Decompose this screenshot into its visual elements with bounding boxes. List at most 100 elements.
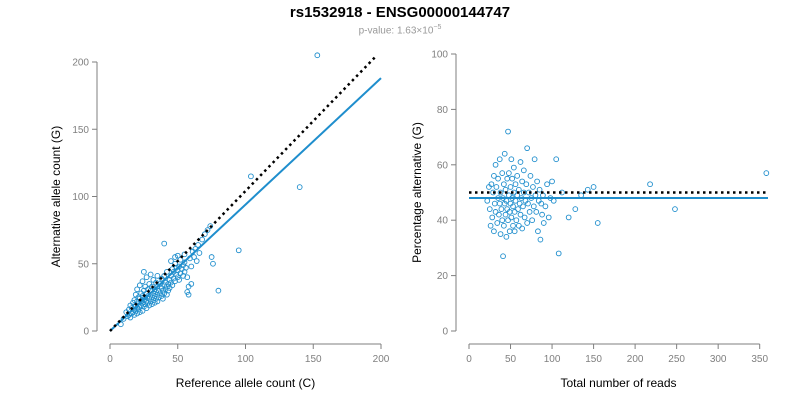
left-data-point [161,240,168,247]
right-data-point [507,184,514,190]
right-data-point [499,170,506,176]
right-data-point [519,225,526,232]
right-data-point [521,214,528,221]
right-data-point [491,200,498,207]
right-data-point [497,231,504,237]
left-data-point [147,271,154,278]
pvalue-subtitle: p-value: 1.63×10−5 [0,24,800,36]
left-data-point [188,281,195,287]
right-data-point [672,206,678,212]
right-data-point [506,228,513,235]
left-y-tick-label: 0 [83,327,89,338]
right-data-point [538,200,545,207]
right-y-tick-label: 40 [437,216,449,227]
right-data-point [763,170,770,176]
right-data-point [590,184,597,190]
left-data-point [136,282,143,289]
right-data-point [484,197,491,204]
right-data-point [511,228,518,235]
page-title: rs1532918 - ENSG00000144747 [289,4,511,21]
right-y-tick-label: 20 [437,271,449,282]
left-data-point [143,274,150,281]
right-data-point [515,206,521,212]
right-data-point [497,189,504,196]
right-data-point [501,150,508,157]
right-data-point [531,156,538,163]
right-data-point [489,214,496,221]
right-y-tick-label: 80 [437,105,449,116]
left-data-point [141,268,147,275]
right-data-point [555,250,562,257]
left-y-axis-label: Alternative allele count (G) [49,126,63,267]
right-data-point [647,181,653,188]
right-data-point [553,156,560,163]
right-data-point [493,184,500,190]
right-x-tick-label: 200 [627,354,644,365]
pvalue-text: p-value: 1.63×10 [358,25,434,37]
right-data-point [495,175,501,182]
left-x-tick-label: 100 [237,354,254,365]
left-data-point [164,268,170,275]
right-data-point [517,159,524,165]
right-data-point [496,156,503,163]
right-data-point [527,173,534,179]
left-data-point [184,289,191,295]
left-data-point [168,258,174,264]
right-data-point [514,173,521,179]
left-data-point [195,242,201,248]
left-data-point [193,258,200,264]
left-data-point [138,298,145,305]
right-data-point [550,197,557,204]
left-data-point [188,263,195,270]
right-y-tick-label: 100 [431,50,448,61]
right-data-point [545,214,552,221]
right-data-point [504,175,511,182]
left-data-point [185,291,192,298]
left-data-point [208,254,215,260]
left-data-point [136,309,143,316]
right-x-axis-label: Total number of reads [560,376,676,390]
right-data-point [492,161,499,168]
right-data-point [487,222,494,229]
right-data-point [511,209,518,215]
right-data-point [502,211,509,218]
left-y-tick-label: 200 [72,58,89,69]
right-data-point [508,156,515,163]
right-data-point [512,181,519,188]
right-x-tick-label: 350 [751,354,768,365]
right-data-point [492,209,499,215]
right-data-point [594,220,601,226]
right-data-point [537,236,544,243]
left-y-tick-label: 50 [78,259,90,270]
left-data-point [139,278,146,285]
right-data-point [503,233,510,240]
left-x-tick-label: 50 [172,354,184,365]
right-data-point [494,220,501,226]
left-data-point [196,250,203,256]
right-data-point [516,200,523,207]
right-data-point [535,228,541,235]
right-data-point [506,170,512,176]
right-data-point [529,217,535,224]
right-data-point [524,145,530,152]
right-data-point [496,200,503,207]
left-data-point [165,287,172,294]
right-data-point [534,178,540,185]
right-data-point [513,217,520,224]
right-data-point [500,253,506,260]
right-data-point [549,178,555,185]
left-data-point [207,223,214,229]
left-data-point [181,251,188,258]
right-data-point [510,164,517,171]
right-data-point [526,209,533,215]
right-data-point [533,209,540,215]
right-x-tick-label: 250 [668,354,685,365]
pvalue-exponent: −5 [433,24,442,31]
right-data-point [565,214,572,221]
right-data-point [584,186,591,193]
left-data-point [174,274,181,281]
right-data-point [536,186,543,193]
